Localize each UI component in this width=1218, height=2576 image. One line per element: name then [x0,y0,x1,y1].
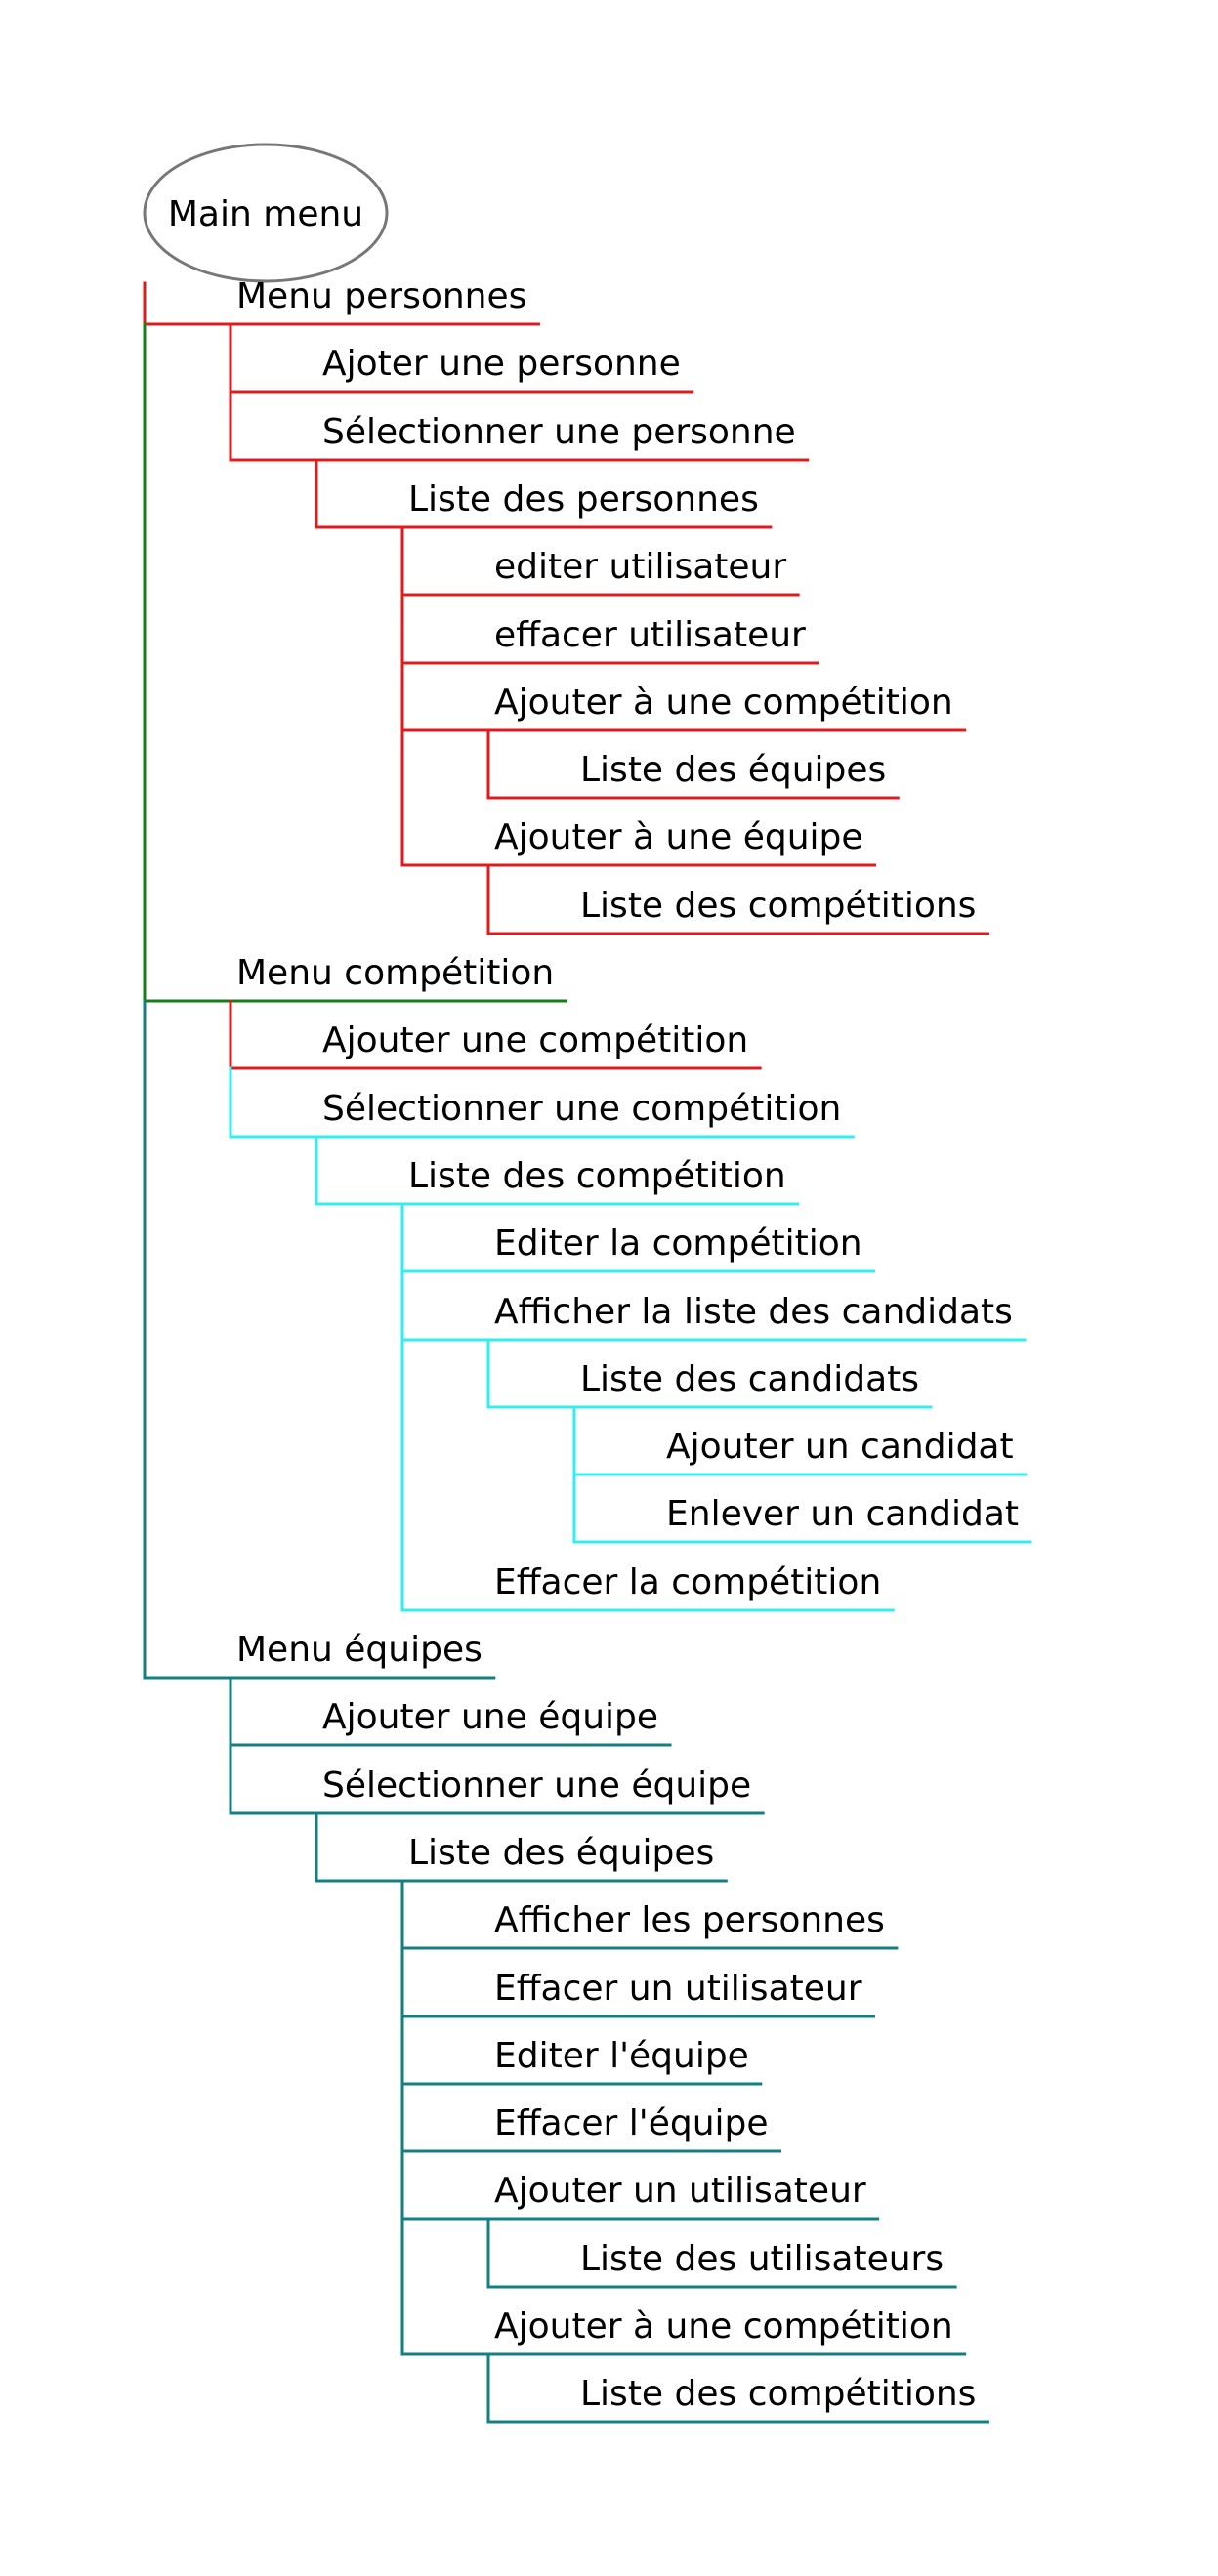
node-label-effacer-competition: Effacer la compétition [494,1562,881,1602]
node-label-ajouter-un-utilisateur: Ajouter un utilisateur [494,2171,866,2211]
node-label-ajouter-personne: Ajoter une personne [322,344,681,384]
node-label-afficher-personnes: Afficher les personnes [494,1900,885,1940]
node-label-editer-competition: Editer la compétition [494,1224,862,1264]
node-label-ajouter-equipe: Ajouter une équipe [322,1697,658,1737]
node-label-liste-personnes: Liste des personnes [408,479,759,519]
node-label-menu-personnes: Menu personnes [236,276,526,316]
node-label-ajouter-competition-e: Ajouter à une compétition [494,2306,953,2347]
node-label-ajouter-equipe-p: Ajouter à une équipe [494,817,863,857]
node-label-selectionner-competition: Sélectionner une compétition [322,1089,841,1129]
node-label-liste-utilisateurs: Liste des utilisateurs [580,2239,944,2279]
root-node: Main menu [143,143,389,283]
node-label-enlever-candidat: Enlever un candidat [666,1494,1019,1534]
node-label-liste-competition: Liste des compétition [408,1156,786,1196]
node-label-editer-utilisateur: editer utilisateur [494,547,786,587]
node-label-liste-equipes: Liste des équipes [408,1833,714,1873]
node-label-ajouter-candidat: Ajouter un candidat [666,1427,1014,1467]
connector-lines [143,281,1032,2424]
node-label-ajouter-competition-p: Ajouter à une compétition [494,683,953,723]
node-label-selectionner-equipe: Sélectionner une équipe [322,1766,751,1806]
node-label-selectionner-personne: Sélectionner une personne [322,412,796,452]
root-label: Main menu [168,194,363,234]
node-label-effacer-un-utilisateur: Effacer un utilisateur [494,1969,862,2009]
node-label-editer-equipe: Editer l'équipe [494,2036,749,2076]
node-label-liste-competitions-p: Liste des compétitions [580,886,976,926]
node-label-effacer-utilisateur: effacer utilisateur [494,615,806,655]
node-label-ajouter-competition: Ajouter une compétition [322,1020,748,1060]
node-label-effacer-equipe: Effacer l'équipe [494,2103,769,2143]
node-label-liste-equipes-p: Liste des équipes [580,750,886,790]
node-label-liste-competitions-e: Liste des compétitions [580,2374,976,2414]
node-label-liste-candidats: Liste des candidats [580,1359,919,1399]
node-label-menu-equipes: Menu équipes [236,1630,483,1670]
root-ellipse [143,143,389,283]
node-label-menu-competition: Menu compétition [236,953,554,993]
node-label-afficher-candidats: Afficher la liste des candidats [494,1292,1013,1332]
node-labels: Menu personnes Ajoter une personne Sélecti… [236,276,1019,2414]
